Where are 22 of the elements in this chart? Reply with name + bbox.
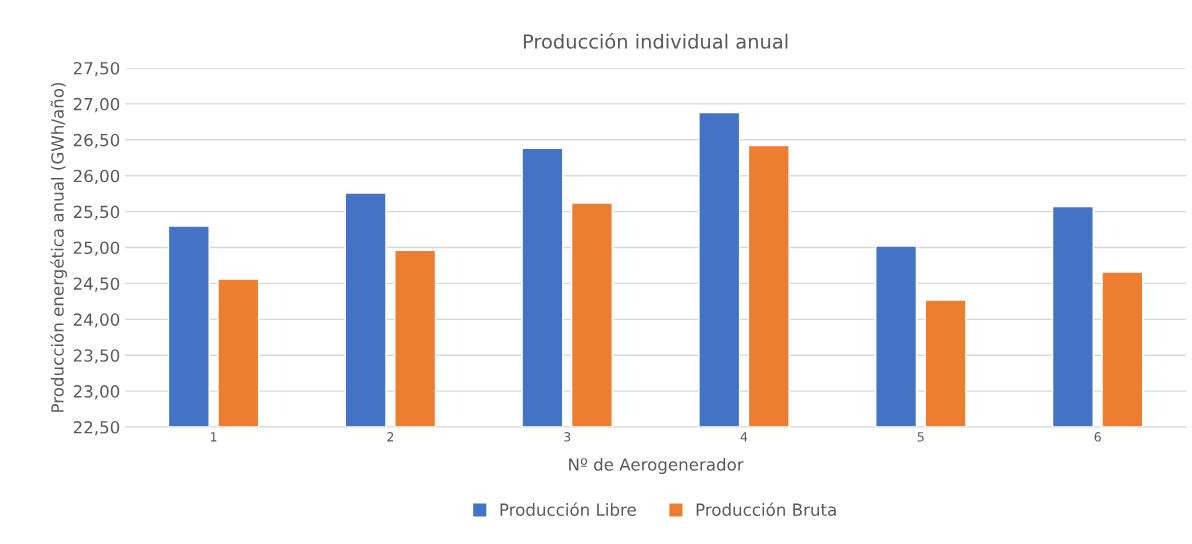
- y-tick-label: 26,50: [73, 133, 120, 149]
- legend-label: Producción Bruta: [696, 502, 836, 516]
- x-tick-label: 1: [210, 432, 217, 442]
- y-axis-title: Producción energética anual (GWh/año): [50, 82, 68, 412]
- y-tick-label: 23,50: [73, 349, 120, 364]
- y-tick-label: 27,00: [73, 97, 120, 113]
- y-tick-label: 25,50: [73, 205, 120, 220]
- x-axis-title: Nº de Aerogenerador: [569, 457, 744, 475]
- x-tick-label: 3: [564, 432, 571, 442]
- y-tick-label: 22,50: [73, 421, 120, 436]
- y-tick-label: 24,00: [73, 313, 120, 328]
- y-tick-label: 27,50: [73, 61, 120, 77]
- y-tick-label: 25,00: [73, 241, 120, 256]
- y-tick-label: 23,00: [73, 385, 120, 400]
- x-tick-label: 6: [1094, 432, 1101, 442]
- x-tick-label: 4: [740, 432, 748, 442]
- y-tick-label: 24,50: [73, 277, 120, 292]
- x-tick-label: 5: [917, 432, 924, 442]
- legend-label: Producción Libre: [500, 502, 636, 516]
- x-tick-label: 2: [387, 432, 394, 442]
- chart-title: Producción individual anual: [523, 33, 788, 49]
- y-tick-label: 26,00: [73, 169, 120, 184]
